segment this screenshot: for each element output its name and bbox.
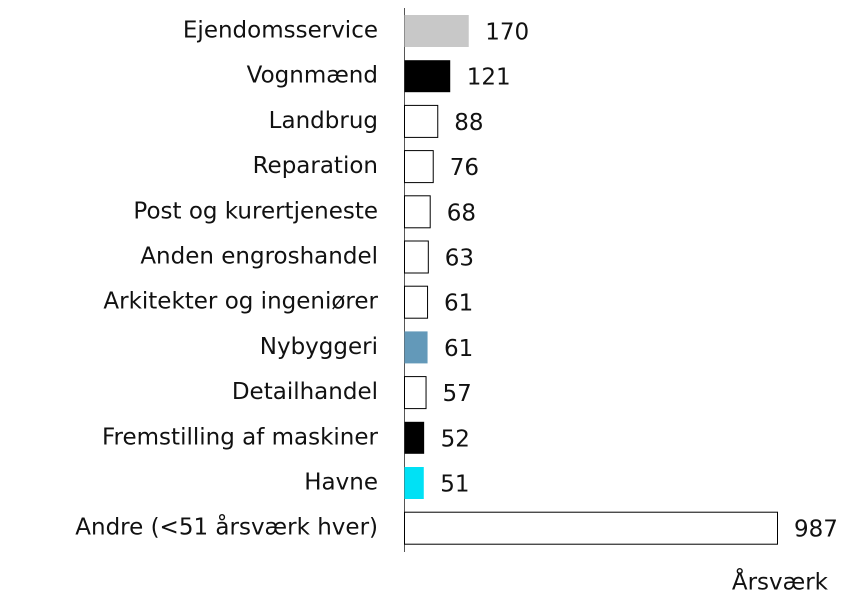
value-label: 51 — [440, 472, 469, 498]
category-label: Nybyggeri — [260, 334, 378, 360]
value-label: 61 — [444, 336, 473, 362]
category-label: Havne — [304, 470, 378, 496]
bar — [404, 421, 425, 454]
value-label: 68 — [447, 200, 476, 226]
category-label: Fremstilling af maskiner — [102, 424, 379, 450]
value-label: 63 — [445, 246, 474, 272]
value-label: 61 — [444, 291, 473, 317]
value-label: 88 — [454, 110, 483, 136]
bar — [404, 240, 429, 274]
value-label: 987 — [794, 517, 838, 543]
bar — [404, 331, 428, 364]
value-label: 170 — [485, 20, 529, 46]
bar — [404, 511, 778, 545]
category-label: Arkitekter og ingeniører — [103, 289, 378, 315]
bar — [404, 467, 424, 499]
value-label: 121 — [467, 65, 511, 91]
category-label: Reparation — [253, 153, 378, 179]
value-label: 76 — [450, 155, 479, 181]
bar — [404, 150, 434, 184]
category-label: Landbrug — [269, 108, 378, 134]
x-axis-label: Årsværk — [732, 568, 829, 595]
bar — [404, 15, 469, 47]
category-label: Post og kurertjeneste — [133, 198, 378, 224]
value-label: 57 — [443, 381, 472, 407]
bar — [404, 285, 429, 319]
category-label: Detailhandel — [232, 379, 378, 405]
category-label: Andre (<51 årsværk hver) — [75, 513, 378, 541]
category-label: Ejendomsservice — [183, 18, 378, 44]
bar — [404, 376, 427, 410]
bar — [404, 104, 439, 138]
category-label: Anden engroshandel — [140, 244, 378, 270]
bar — [404, 60, 451, 93]
bar — [404, 195, 431, 229]
category-label: Vognmænd — [247, 63, 378, 89]
value-label: 52 — [441, 426, 470, 452]
